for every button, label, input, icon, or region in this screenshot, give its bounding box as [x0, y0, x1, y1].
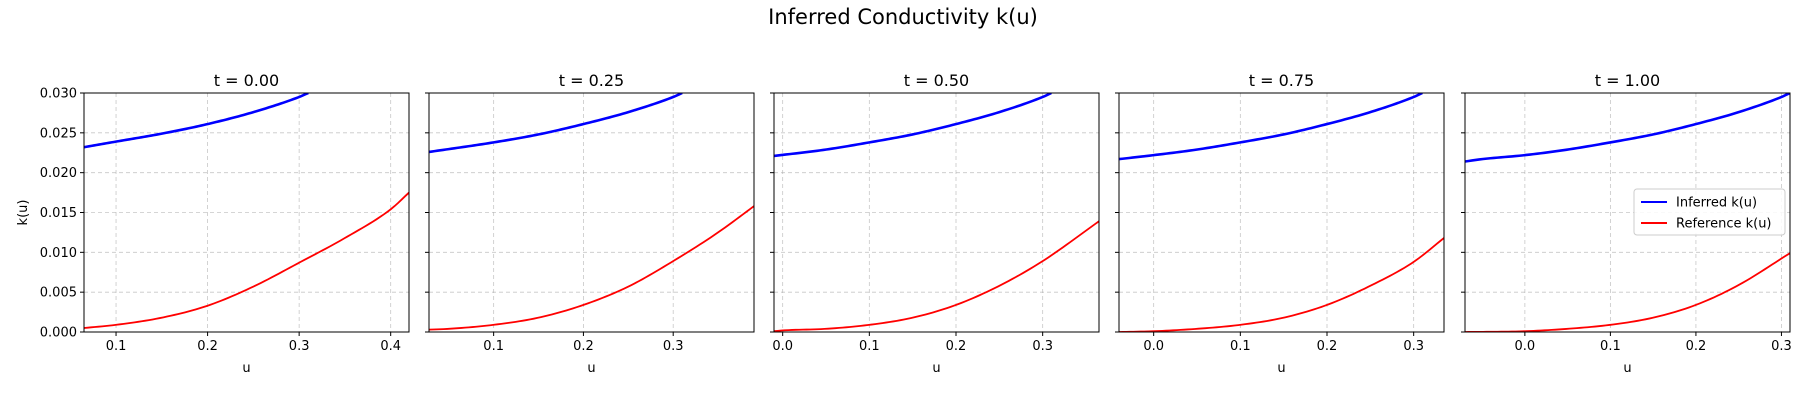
inferred-series-line: [1119, 93, 1423, 161]
inferred-series-line: [1465, 93, 1790, 163]
x-tick-label: 0.1: [483, 339, 504, 354]
x-tick-label: 0.3: [1032, 339, 1053, 354]
panels: 0.1 0.2 0.3 0.4 0.000 0.005 0.010 0.015 0.020 0.0…: [16, 71, 1792, 376]
x-tick-label: 0.2: [1686, 339, 1707, 354]
x-axis-label: u: [932, 361, 940, 376]
reference-series-line: [1119, 237, 1444, 332]
x-tick-label: 0.0: [772, 339, 793, 354]
x-tick-label: 0.0: [1515, 339, 1536, 354]
legend-box: [1633, 188, 1786, 236]
x-tick-label: 0.2: [1317, 339, 1338, 354]
x-tick-label: 0.3: [1771, 339, 1792, 354]
x-tick-label: 0.1: [1230, 339, 1251, 354]
chart-panel-1: 0.1 0.2 0.3 0.4 0.000 0.005 0.010 0.015 0.020 0.0…: [16, 71, 410, 376]
legend-inferred-label: Inferred k(u): [1676, 196, 1757, 211]
x-tick-label: 0.4: [380, 339, 401, 354]
chart-panel-5: 0.0 0.1 0.2 0.3 t = 1.00 u: [1461, 71, 1792, 376]
x-tick-label: 0.2: [197, 339, 218, 354]
panel-title: t = 0.00: [214, 71, 279, 90]
x-axis-label: u: [1623, 361, 1631, 376]
y-tick-label: 0.025: [40, 126, 77, 141]
inferred-series-line: [774, 93, 1052, 158]
y-tick-label: 0.020: [40, 166, 77, 181]
y-axis-label: k(u): [16, 200, 31, 226]
x-tick-label: 0.3: [289, 339, 310, 354]
chart-panel-3: 0.0 0.1 0.2 0.3 t = 0.50 u: [770, 71, 1100, 376]
y-tick-label: 0.030: [40, 87, 77, 102]
x-tick-label: 0.2: [573, 339, 594, 354]
legend: Inferred k(u) Reference k(u): [1633, 188, 1786, 236]
x-tick-label: 0.3: [1403, 339, 1424, 354]
x-tick-label: 0.0: [1143, 339, 1164, 354]
legend-reference-label: Reference k(u): [1676, 217, 1772, 232]
x-tick-label: 0.1: [1600, 339, 1621, 354]
y-tick-label: 0.010: [40, 246, 77, 261]
x-tick-label: 0.1: [859, 339, 880, 354]
x-axis-label: u: [242, 361, 250, 376]
panel-title: t = 0.75: [1249, 71, 1314, 90]
panel-title: t = 1.00: [1595, 71, 1660, 90]
x-tick-label: 0.3: [663, 339, 684, 354]
x-tick-label: 0.1: [106, 339, 127, 354]
chart-panel-2: 0.1 0.2 0.3 t = 0.25 u: [425, 71, 755, 376]
grid: [1119, 92, 1444, 333]
y-tick-label: 0.015: [40, 206, 77, 221]
grid: [429, 92, 754, 333]
inferred-series-line: [84, 93, 309, 149]
reference-series-line: [1465, 252, 1790, 332]
grid: [84, 92, 409, 333]
y-tick-label: 0.005: [40, 286, 77, 301]
reference-series-line: [84, 191, 409, 329]
inferred-series-line: [429, 93, 683, 154]
x-axis-label: u: [1277, 361, 1285, 376]
panel-title: t = 0.25: [559, 71, 624, 90]
y-tick-label: 0.000: [40, 326, 77, 341]
panel-title: t = 0.50: [904, 71, 969, 90]
reference-series-line: [774, 220, 1099, 332]
x-tick-label: 0.2: [946, 339, 967, 354]
figure-title: Inferred Conductivity k(u): [768, 5, 1038, 29]
reference-series-line: [429, 205, 754, 331]
x-axis-label: u: [587, 361, 595, 376]
chart-panel-4: 0.0 0.1 0.2 0.3 t = 0.75 u: [1115, 71, 1445, 376]
